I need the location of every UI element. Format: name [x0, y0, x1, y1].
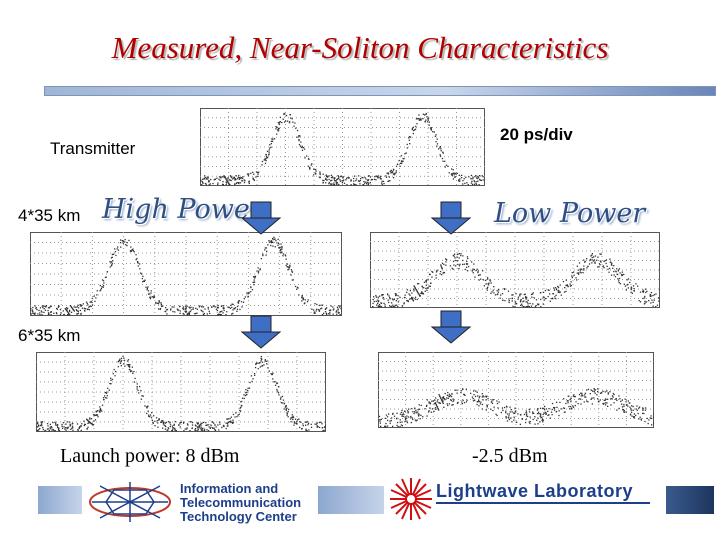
trace-high-power-6x35-svg: [36, 352, 326, 432]
lightwave-underline: [436, 502, 650, 504]
transmitter-label: Transmitter: [50, 139, 136, 158]
laser-burst-icon: [390, 478, 432, 520]
down-arrow-icon: [430, 201, 472, 235]
low-power-label: Low Power: [494, 198, 646, 229]
itc-logo-line-2: Telecommunication: [180, 495, 302, 510]
down-arrow-icon: [430, 310, 472, 344]
itc-logo-line-3: Technology Center: [180, 509, 297, 524]
launch-power-high-caption: Launch power: 8 dBm: [60, 445, 240, 467]
down-arrow-icon: [240, 201, 282, 235]
trace-low-power-6x35: [378, 352, 654, 428]
itc-logo-text: Information and Telecommunication Techno…: [180, 482, 301, 524]
trace-low-power-6x35-svg: [378, 352, 654, 428]
launch-power-low-caption: -2.5 dBm: [472, 445, 548, 467]
trace-low-power-4x35-svg: [370, 232, 660, 308]
footer-block-middle: [318, 486, 384, 514]
high-power-label: High Power: [102, 194, 263, 225]
footer-block-left: [38, 486, 82, 514]
title-divider-bar: [44, 86, 716, 96]
grid-logo-icon: [89, 482, 171, 522]
trace-high-power-6x35: [36, 352, 326, 432]
trace-high-power-4x35: [30, 232, 342, 316]
trace-low-power-4x35: [370, 232, 660, 308]
distance-label-6x35: 6*35 km: [18, 326, 81, 345]
slide-title: Measured, Near-Soliton Characteristics: [111, 30, 609, 65]
trace-transmitter-svg: [200, 108, 485, 186]
itc-logo-line-1: Information and: [180, 481, 279, 496]
time-scale-label: 20 ps/div: [500, 125, 573, 144]
trace-transmitter: [200, 108, 485, 186]
lightwave-logo-text: Lightwave Laboratory: [436, 481, 634, 501]
distance-label-4x35: 4*35 km: [18, 206, 81, 225]
down-arrow-icon: [240, 315, 282, 349]
trace-high-power-4x35-svg: [30, 232, 342, 316]
footer-block-right: [666, 486, 714, 514]
